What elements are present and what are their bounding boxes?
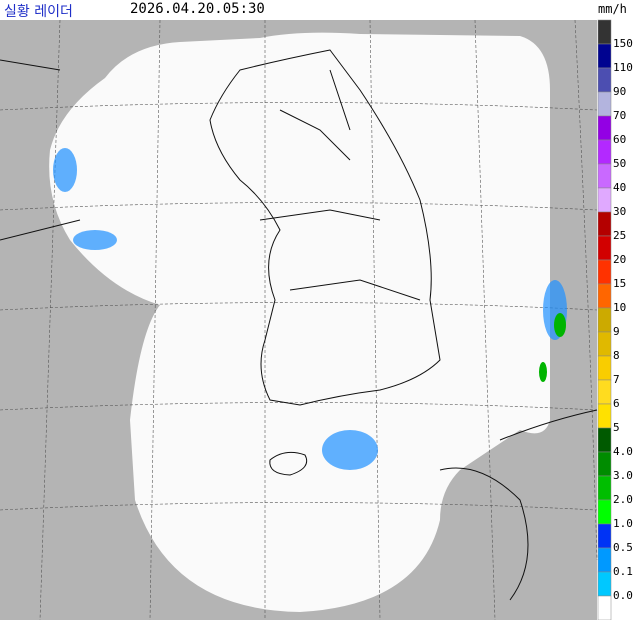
- legend-label: 0.5: [613, 541, 633, 554]
- legend-swatch: [597, 211, 612, 237]
- title: 실황 레이더: [4, 4, 73, 20]
- legend-swatch: [597, 19, 612, 45]
- legend-label: 150: [613, 37, 633, 50]
- legend-swatch: [597, 307, 612, 333]
- legend-label: 1.0: [613, 517, 633, 530]
- legend-label: 70: [613, 109, 626, 122]
- legend-swatch: [597, 595, 612, 620]
- legend-swatch: [597, 427, 612, 453]
- legend-label: 40: [613, 181, 626, 194]
- legend-swatch: [597, 115, 612, 141]
- legend-label: 4.0: [613, 445, 633, 458]
- legend-swatch: [597, 331, 612, 357]
- grid: [0, 19, 598, 620]
- legend-swatch: [597, 499, 612, 525]
- legend-swatch: [597, 163, 612, 189]
- legend-label: 6: [613, 397, 620, 410]
- legend-label: 30: [613, 205, 626, 218]
- legend-label: 7: [613, 373, 620, 386]
- legend-label: 15: [613, 277, 626, 290]
- legend-swatch: [597, 139, 612, 165]
- legend-label: 8: [613, 349, 620, 362]
- legend-swatch: [597, 451, 612, 477]
- legend-label: 3.0: [613, 469, 633, 482]
- legend-swatch: [597, 187, 612, 213]
- legend-label: 25: [613, 229, 626, 242]
- legend-swatch: [597, 67, 612, 93]
- legend-swatch: [597, 259, 612, 285]
- legend-unit: mm/h: [598, 2, 627, 16]
- legend-swatch: [597, 475, 612, 501]
- legend-swatch: [597, 547, 612, 573]
- legend-label: 0.0: [613, 589, 633, 602]
- legend-swatch: [597, 235, 612, 261]
- legend-swatch: [597, 355, 612, 381]
- legend-swatch: [597, 379, 612, 405]
- legend-label: 10: [613, 301, 626, 314]
- legend-swatch: [597, 283, 612, 309]
- legend-label: 9: [613, 325, 620, 338]
- legend: 150 110 90 70 60 50 40 30 25 20 15 10 9 8 7 6 5 4.0 3.0 2.0…: [597, 19, 633, 620]
- legend-label: 0.1: [613, 565, 633, 578]
- coastline: [0, 49, 598, 601]
- legend-swatch: [597, 571, 612, 597]
- legend-label: 20: [613, 253, 626, 266]
- legend-swatch: [597, 523, 612, 549]
- radar-coverage: [49, 32, 551, 612]
- legend-label: 5: [613, 421, 620, 434]
- legend-label: 2.0: [613, 493, 633, 506]
- legend-swatch: [597, 403, 612, 429]
- timestamp: 2026.04.20.05:30: [130, 1, 265, 17]
- rain-echo-strong: [539, 313, 566, 382]
- legend-swatch: [597, 91, 612, 117]
- legend-label: 90: [613, 85, 626, 98]
- legend-label: 60: [613, 133, 626, 146]
- legend-label: 110: [613, 61, 633, 74]
- legend-label: 50: [613, 157, 626, 170]
- legend-swatch: [597, 43, 612, 69]
